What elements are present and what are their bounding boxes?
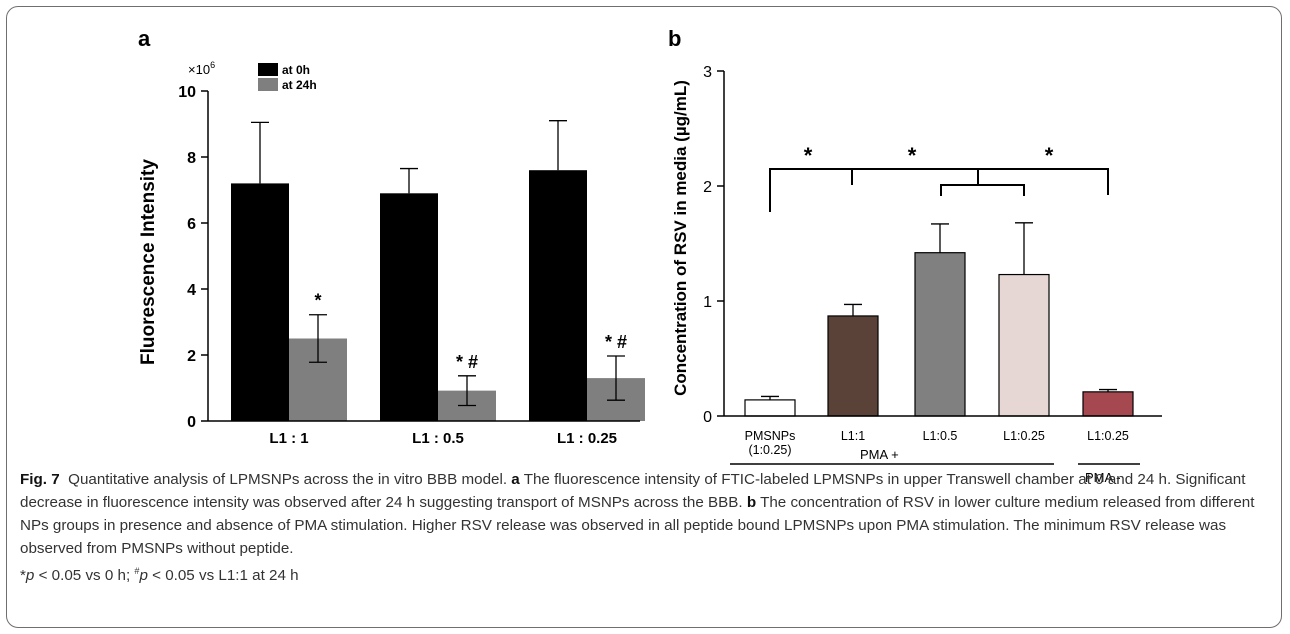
figure-caption: Fig. 7 Quantitative analysis of LPMSNPs … — [20, 468, 1275, 587]
panel-a-xtick-label: L1 : 0.25 — [557, 430, 617, 447]
panel-a-bars — [231, 170, 645, 421]
caption-fig-label: Fig. 7 — [20, 471, 60, 488]
legend-swatch-0h — [258, 63, 278, 76]
panel-a-label: a — [138, 26, 151, 51]
panel-b-ytick-label: 3 — [703, 64, 712, 81]
panel-b-label: b — [668, 26, 681, 51]
panel-a-xtick-label: L1 : 0.5 — [412, 430, 464, 447]
sig-star-3: * — [1045, 143, 1054, 168]
caption-text-3: The concentration of RSV in lower cultur… — [20, 494, 1255, 557]
legend-label-0h: at 0h — [282, 63, 310, 77]
group-label-pma-plus: PMA + — [860, 447, 899, 462]
panel-b-bar — [914, 252, 966, 417]
panel-b-ytick-label: 2 — [703, 179, 712, 196]
caption-foot-p2: p — [139, 567, 148, 585]
panel-b-xtick-label: L1:1 — [841, 429, 865, 443]
panel-b-bar — [744, 399, 796, 417]
panel-b-bars — [744, 252, 1134, 417]
caption-b-label: b — [746, 494, 757, 511]
panel-b-xtick-label: L1:0.25 — [1003, 429, 1045, 443]
bracket-2 — [852, 168, 979, 181]
panel-b-error-bars — [761, 222, 1117, 400]
panel-a-bar — [231, 183, 289, 421]
panel-a-y-scale: ×106 — [188, 60, 215, 77]
caption-text-2: The fluorescence intensity of FTIC-label… — [20, 471, 1246, 511]
panel-a-ytick-label: 0 — [187, 414, 196, 431]
bracket-1 — [769, 168, 853, 212]
panel-a-annotations: * * # * # — [314, 291, 627, 372]
panel-b-xaxis-labels: PMSNPs(1:0.25) L1:1 L1:0.5 L1:0.25 L1:0.25 — [745, 429, 1129, 457]
panel-b-significance-brackets — [769, 168, 1109, 212]
caption-foot-hash: # — [134, 566, 140, 576]
panel-a-ytick-label: 2 — [187, 348, 196, 365]
panel-a-annotation: * — [314, 291, 321, 311]
panel-a-ytick-label: 4 — [187, 282, 196, 299]
caption-foot-star: * — [20, 567, 26, 585]
legend-label-24h: at 24h — [282, 78, 317, 92]
caption-foot-p1: p — [25, 567, 35, 585]
panel-a-ytick-label: 10 — [178, 84, 196, 101]
caption-text-1: Quantitative analysis of LPMSNPs across … — [68, 471, 512, 488]
panel-a-annotation: * # — [605, 332, 627, 352]
panel-a-error-bars — [251, 120, 625, 407]
panel-b-bar — [1082, 391, 1134, 417]
panel-a-annotation: * # — [456, 352, 478, 372]
panel-b: b Concentration of RSV in media (µg/mL) … — [668, 26, 1162, 465]
panel-b-yaxis-ticks: 0 1 2 3 — [703, 64, 724, 426]
panel-a-legend: at 0h at 24h — [258, 63, 317, 92]
panel-a-xaxis-labels: L1 : 1 L1 : 0.5 L1 : 0.25 — [269, 430, 617, 447]
caption-foot-2: < 0.05 vs L1:1 at 24 h — [147, 567, 299, 585]
panel-b-bar — [827, 315, 879, 417]
sig-star-1: * — [804, 143, 813, 168]
panel-a-ylabel: Fluorescence Intensity — [138, 159, 159, 365]
panel-b-xtick-label: (1:0.25) — [748, 443, 791, 457]
legend-swatch-24h — [258, 78, 278, 91]
bracket-3 — [977, 168, 1109, 195]
panel-b-ylabel: Concentration of RSV in media (µg/mL) — [671, 80, 690, 396]
sig-star-2: * — [908, 143, 917, 168]
panel-a-yaxis-ticks: 0 2 4 6 8 10 — [178, 84, 208, 431]
panel-a-bar — [529, 170, 587, 421]
panel-b-ytick-label: 0 — [703, 409, 712, 426]
panel-b-bar — [998, 273, 1050, 417]
panel-b-xtick-label: L1:0.25 — [1087, 429, 1129, 443]
caption-foot-1: < 0.05 vs 0 h; — [34, 567, 135, 585]
panel-b-xtick-label: L1:0.5 — [923, 429, 958, 443]
panel-b-ytick-label: 1 — [703, 294, 712, 311]
panel-b-xtick-label: PMSNPs — [745, 429, 796, 443]
panel-a-bar — [380, 193, 438, 421]
figure-frame — [6, 6, 1282, 628]
panel-a-ytick-label: 6 — [187, 216, 196, 233]
panel-a-xtick-label: L1 : 1 — [269, 430, 308, 447]
caption-a-label: a — [511, 471, 520, 488]
group-label-pma-minus: PMA - — [1085, 470, 1121, 485]
panel-a-ytick-label: 8 — [187, 150, 196, 167]
bracket-2-sub — [940, 184, 1025, 196]
